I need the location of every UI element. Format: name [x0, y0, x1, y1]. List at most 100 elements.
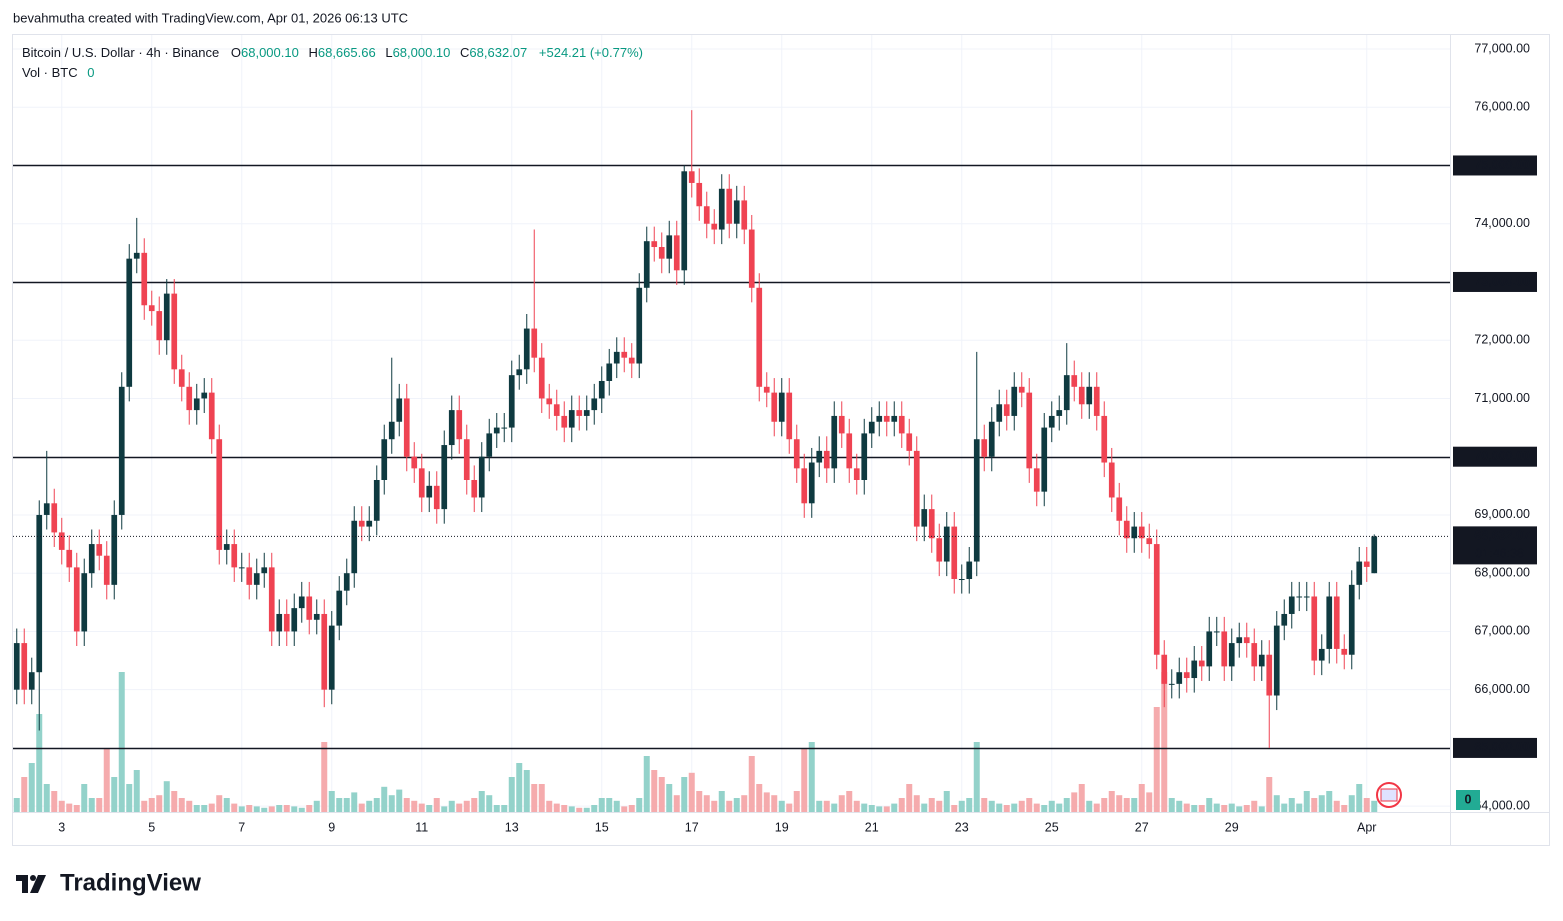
- volume-bar: [1273, 795, 1280, 812]
- volume-bar: [808, 742, 815, 812]
- x-tick-label: 7: [238, 820, 245, 834]
- volume-bar: [1168, 798, 1175, 812]
- candle-body: [28, 672, 35, 690]
- candle-body: [591, 398, 598, 411]
- price-label: 73,000.00: [1474, 274, 1530, 288]
- price-label-box: [1453, 446, 1537, 467]
- volume-bar: [688, 772, 695, 812]
- candle-body: [1101, 415, 1108, 463]
- candle-body: [238, 567, 245, 569]
- volume-bar: [36, 714, 43, 812]
- candle-body: [381, 439, 388, 480]
- volume-bar: [1063, 798, 1070, 812]
- candle-body: [1071, 375, 1078, 387]
- y-tick-label: 77,000.00: [1474, 41, 1530, 55]
- volume-bar: [1123, 798, 1130, 812]
- volume-bar: [163, 781, 170, 812]
- candle-body: [118, 386, 125, 515]
- volume-bar: [718, 791, 725, 812]
- candle-body: [981, 439, 988, 457]
- candle-body: [523, 328, 530, 370]
- volume-bar: [246, 805, 253, 812]
- candle-body: [1236, 637, 1243, 644]
- volume-bar: [231, 803, 238, 812]
- plot-area: [13, 110, 1450, 812]
- volume-bar: [448, 800, 455, 812]
- volume-bar: [111, 777, 118, 812]
- candle-body: [846, 433, 853, 469]
- volume-bar: [1131, 798, 1138, 812]
- candle-body: [216, 439, 223, 550]
- candle-body: [261, 567, 268, 574]
- candle-body: [501, 427, 508, 429]
- volume-bar: [298, 807, 305, 812]
- volume-bar: [148, 798, 155, 812]
- volume-bar: [1303, 791, 1310, 812]
- volume-bar: [1138, 784, 1145, 812]
- volume-bar: [1311, 798, 1318, 812]
- caption: bevahmutha created with TradingView.com,…: [13, 10, 408, 25]
- candle-body: [966, 561, 973, 580]
- candle-body: [583, 410, 590, 416]
- volume-bar: [1086, 800, 1093, 812]
- candle-body: [1146, 538, 1153, 545]
- volume-bar: [276, 805, 283, 812]
- x-tick-label: 19: [775, 820, 789, 834]
- candle-body: [666, 235, 673, 259]
- volume-bar: [741, 795, 748, 812]
- volume-bar: [643, 756, 650, 812]
- candle-body: [133, 252, 140, 259]
- candle-body: [388, 421, 395, 440]
- volume-bar: [51, 791, 58, 812]
- ohlc-value: 68,632.07: [469, 45, 527, 60]
- candle-body: [51, 503, 58, 533]
- candle-body: [1258, 654, 1265, 667]
- ohlc-value: 68,000.10: [241, 45, 299, 60]
- candle-body: [111, 514, 118, 585]
- candle-body: [313, 613, 320, 620]
- y-tick-label: 64,000.00: [1474, 798, 1530, 812]
- volume-bar: [456, 803, 463, 812]
- volume-bar: [1296, 803, 1303, 812]
- x-tick-label: 5: [148, 820, 155, 834]
- countdown: 01:46:38: [1475, 547, 1524, 561]
- volume-bar: [268, 806, 275, 812]
- candle-body: [793, 439, 800, 469]
- volume-bar: [891, 803, 898, 812]
- candle-body: [126, 258, 133, 387]
- volume-bar: [1371, 800, 1378, 812]
- volume-bar: [508, 777, 515, 812]
- candle-body: [103, 555, 110, 585]
- volume-bar: [21, 777, 28, 812]
- candle-body: [658, 247, 665, 259]
- volume-bar: [1198, 805, 1205, 812]
- volume-bar: [1101, 798, 1108, 812]
- volume-bar: [306, 805, 313, 812]
- candle-body: [493, 427, 500, 434]
- volume-bar: [921, 803, 928, 812]
- volume-bar: [583, 807, 590, 812]
- candle-body: [546, 398, 553, 405]
- ohlc-key: C: [460, 45, 469, 60]
- volume-bar: [1266, 777, 1273, 812]
- candle-body: [171, 293, 178, 370]
- volume-bar: [126, 784, 133, 812]
- candle-body: [156, 311, 163, 341]
- volume-bar: [1033, 803, 1040, 812]
- volume-bar: [943, 791, 950, 812]
- volume-bar: [1093, 803, 1100, 812]
- candle-body: [898, 415, 905, 434]
- volume-bar: [1041, 805, 1048, 812]
- volume-bar: [606, 798, 613, 812]
- candle-body: [1078, 386, 1085, 405]
- volume-bar: [343, 798, 350, 812]
- candle-body: [763, 386, 770, 393]
- volume-bar: [628, 805, 635, 812]
- candle-body: [718, 188, 725, 230]
- volume-bar: [1363, 798, 1370, 812]
- candle-body: [1041, 427, 1048, 492]
- volume-bar: [913, 795, 920, 812]
- candle-body: [1168, 683, 1175, 685]
- candle-body: [576, 410, 583, 416]
